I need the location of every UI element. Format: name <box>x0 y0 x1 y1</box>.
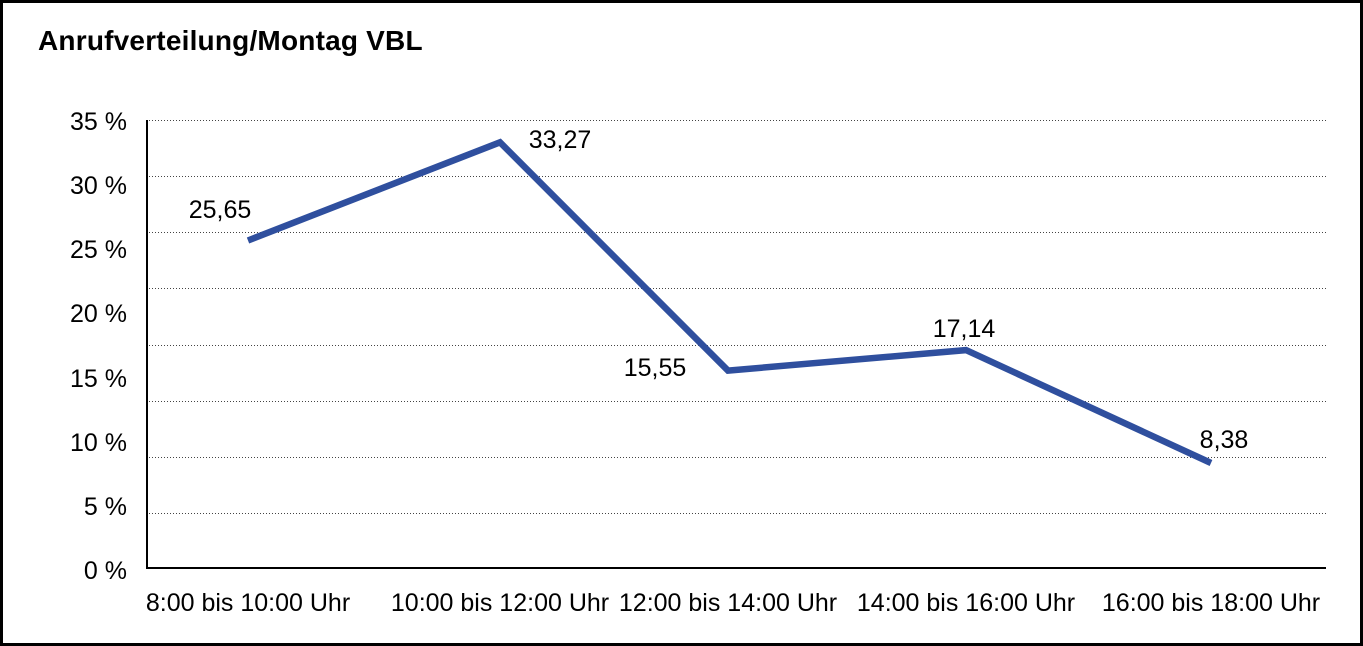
y-gridline <box>146 232 1326 234</box>
data-value-label: 8,38 <box>1199 426 1249 455</box>
data-value-label: 17,14 <box>932 315 996 344</box>
y-tick-label: 10 % <box>70 428 127 457</box>
x-category-label: 10:00 bis 12:00 Uhr <box>390 589 610 617</box>
y-gridline <box>146 120 1326 121</box>
x-category-label: 14:00 bis 16:00 Uhr <box>856 589 1076 617</box>
data-value-label: 33,27 <box>528 126 592 155</box>
data-value-label: 25,65 <box>188 196 252 225</box>
y-gridline <box>146 288 1326 290</box>
y-tick-label: 0 % <box>83 557 127 585</box>
line-series <box>246 138 1213 466</box>
y-tick-label: 30 % <box>70 172 127 201</box>
y-tick-label: 15 % <box>70 364 127 393</box>
y-tick-label: 25 % <box>70 236 127 265</box>
plot-canvas: 35 % 30 % 25 % 20 % 15 % 10 % 5 % 0 % 8:00 bis 1… <box>3 3 1360 643</box>
series-line-path <box>246 138 1213 466</box>
y-gridline <box>146 512 1326 514</box>
y-axis-line <box>146 120 148 569</box>
y-gridline <box>146 400 1326 402</box>
y-tick-label: 35 % <box>70 108 127 136</box>
x-axis-line <box>146 567 1326 569</box>
x-category-label: 12:00 bis 14:00 Uhr <box>618 589 838 617</box>
y-gridline <box>146 456 1326 458</box>
x-category-label: 16:00 bis 18:00 Uhr <box>1101 589 1321 617</box>
y-gridline <box>146 344 1326 346</box>
data-value-label: 15,55 <box>623 353 687 382</box>
chart-title: Anrufverteilung/Montag VBL <box>38 25 423 56</box>
x-category-label: 8:00 bis 10:00 Uhr <box>145 589 351 617</box>
y-gridline <box>146 176 1326 178</box>
y-tick-label: 20 % <box>70 300 127 329</box>
y-tick-label: 5 % <box>83 492 127 521</box>
